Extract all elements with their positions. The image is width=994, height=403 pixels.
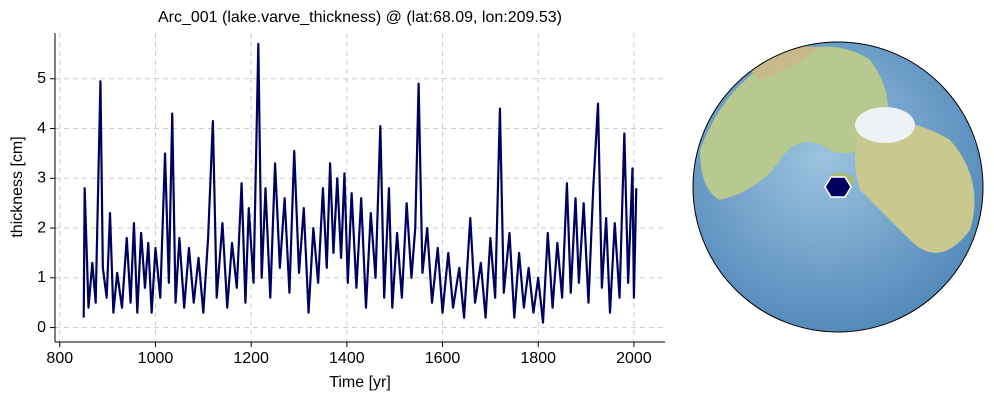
y-tick-label: 3: [37, 170, 46, 187]
x-tick-label: 1200: [233, 350, 269, 367]
y-tick-label: 4: [37, 120, 46, 137]
y-tick-label: 2: [37, 219, 46, 236]
y-tick-label: 1: [37, 269, 46, 286]
chart-title: Arc_001 (lake.varve_thickness) @ (lat:68…: [158, 9, 562, 26]
x-tick-label: 1400: [329, 350, 365, 367]
x-axis-label: Time [yr]: [329, 374, 391, 391]
globe-map: [692, 41, 984, 333]
site-marker: [824, 176, 852, 198]
y-tick-label: 0: [37, 319, 46, 336]
land: [700, 45, 975, 253]
y-axis-label: thickness [cm]: [9, 136, 26, 237]
x-tick-label: 1600: [425, 350, 461, 367]
x-tick-label: 2000: [616, 350, 652, 367]
series-line: [82, 42, 638, 324]
x-tick-label: 1000: [138, 350, 174, 367]
x-tick-label: 1800: [520, 350, 556, 367]
y-tick-label: 5: [37, 70, 46, 87]
x-tick-label: 800: [46, 350, 73, 367]
plot-area: 0 1 2 3 4 5 800 1000 1200 1400 1600 1800 2000: [37, 33, 665, 367]
